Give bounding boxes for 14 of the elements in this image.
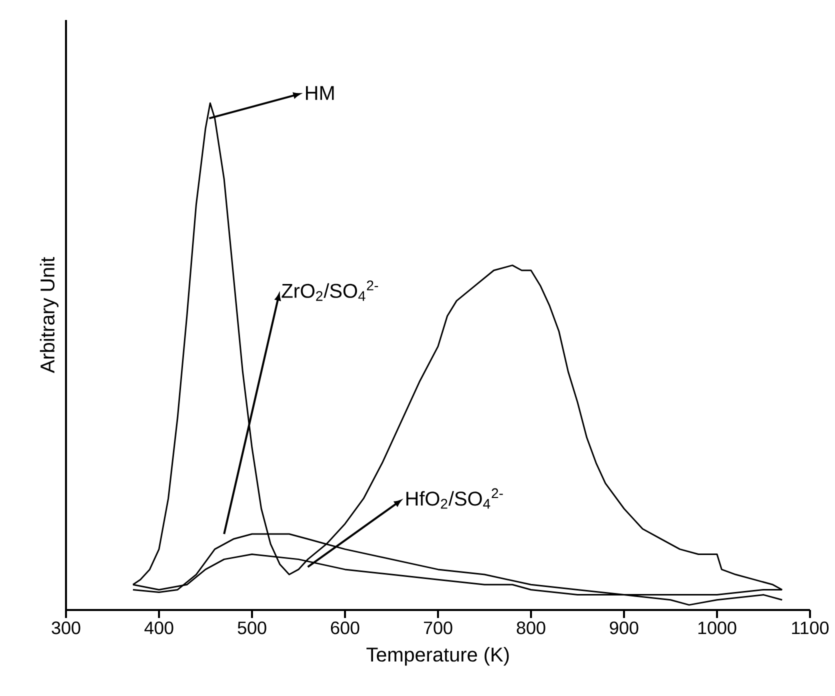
x-tick-label: 1100 xyxy=(792,622,829,634)
legend-label: ZrO$_{2}$/SO$_{4}$2- xyxy=(282,280,378,301)
x-tick-label: 900 xyxy=(610,622,638,634)
x-tick-label: 300 xyxy=(52,622,80,634)
legend-label: HM xyxy=(306,86,334,100)
x-tick-label: 500 xyxy=(238,622,266,634)
x-axis-title: Temperature (K) xyxy=(366,647,509,666)
legend-label: HfO$_{2}$/SO$_{4}$2- xyxy=(406,488,503,509)
x-tick-label: 800 xyxy=(516,622,546,634)
x-tick-label: 1000 xyxy=(698,622,736,634)
x-tick-label: 400 xyxy=(144,622,174,634)
x-tick-label: 600 xyxy=(330,622,360,634)
y-axis-title: Arbitrary Unit xyxy=(40,257,58,374)
x-tick-label: 700 xyxy=(424,622,452,634)
